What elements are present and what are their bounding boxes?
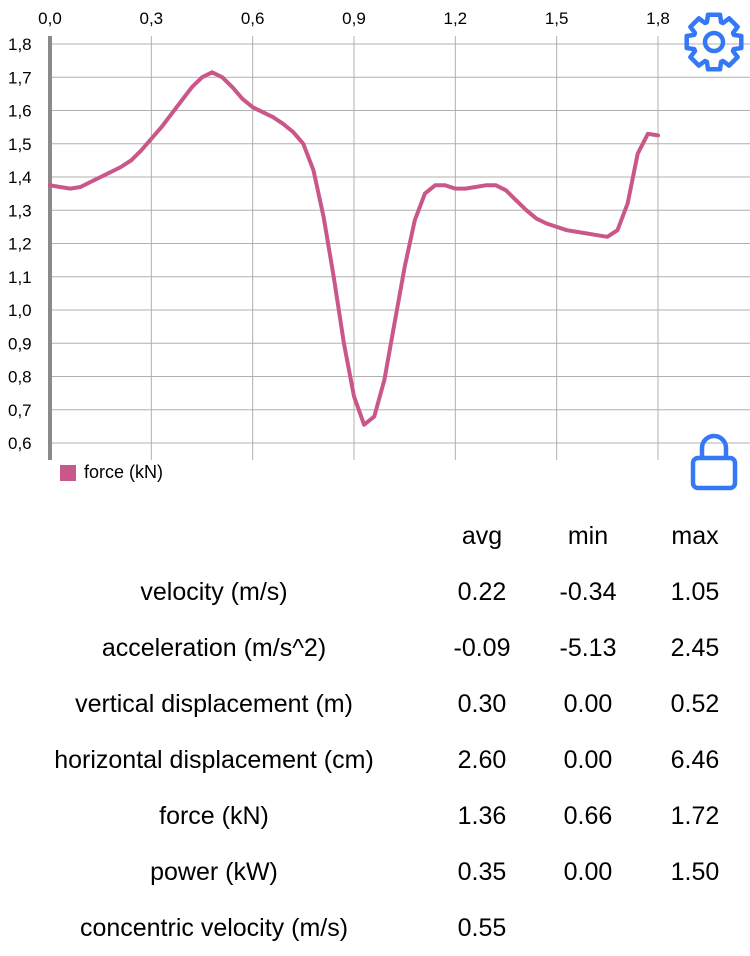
header-max: max xyxy=(671,521,719,550)
row-avg: 0.22 xyxy=(457,577,507,606)
row-label: acceleration (m/s^2) xyxy=(101,633,327,662)
row-min: -0.34 xyxy=(559,577,617,606)
table-header-row: avg min max xyxy=(0,508,750,564)
table-row: vertical displacement (m) 0.30 0.00 0.52 xyxy=(0,676,750,732)
chart-legend: force (kN) xyxy=(60,462,163,483)
x-tick-label: 0,0 xyxy=(38,9,62,28)
row-max: 2.45 xyxy=(670,633,720,662)
row-label: power (kW) xyxy=(150,857,278,886)
table-row: acceleration (m/s^2) -0.09 -5.13 2.45 xyxy=(0,620,750,676)
y-tick-label: 1,5 xyxy=(8,135,32,154)
row-label: force (kN) xyxy=(159,801,269,830)
y-tick-label: 1,7 xyxy=(8,68,32,87)
header-avg: avg xyxy=(461,521,503,550)
series-line-force xyxy=(48,70,660,427)
row-min: 0.00 xyxy=(563,745,613,774)
row-label: horizontal displacement (cm) xyxy=(54,745,374,774)
row-max: 1.05 xyxy=(670,577,720,606)
row-avg: 2.60 xyxy=(457,745,507,774)
row-avg: 1.36 xyxy=(457,801,507,830)
row-max: 1.50 xyxy=(670,857,720,886)
chart-series xyxy=(48,70,660,427)
x-axis-ticks: 0,0 0,3 0,6 0,9 1,2 1,5 1,8 xyxy=(38,9,670,28)
table-row: velocity (m/s) 0.22 -0.34 1.05 xyxy=(0,564,750,620)
table-row: force (kN) 1.36 0.66 1.72 xyxy=(0,788,750,844)
row-max: 1.72 xyxy=(670,801,720,830)
x-tick-label: 1,5 xyxy=(545,9,569,28)
header-min: min xyxy=(567,521,609,550)
row-label: vertical displacement (m) xyxy=(75,689,353,718)
chart-grid xyxy=(48,36,750,460)
statistics-table: avg min max velocity (m/s) 0.22 -0.34 1.… xyxy=(0,508,750,956)
row-avg: -0.09 xyxy=(453,633,511,662)
header-blank xyxy=(0,508,428,564)
row-max: 0.52 xyxy=(670,689,720,718)
lock-icon[interactable] xyxy=(690,428,738,492)
legend-swatch xyxy=(60,464,76,481)
row-avg: 0.55 xyxy=(457,913,507,942)
y-axis-ticks: 0,6 0,7 0,8 0,9 1,0 1,1 1,2 1,3 1,4 1,5 1,6 1,7 1,8 xyxy=(8,35,32,453)
row-min: -5.13 xyxy=(559,633,617,662)
row-min: 0.00 xyxy=(563,857,613,886)
y-tick-label: 1,8 xyxy=(8,35,32,54)
y-tick-label: 1,0 xyxy=(8,301,32,320)
y-tick-label: 1,4 xyxy=(8,168,32,187)
row-avg: 0.30 xyxy=(457,689,507,718)
row-min: 0.00 xyxy=(563,689,613,718)
y-tick-label: 0,9 xyxy=(8,334,32,353)
row-min xyxy=(536,900,640,956)
table-row: power (kW) 0.35 0.00 1.50 xyxy=(0,844,750,900)
x-tick-label: 0,3 xyxy=(140,9,164,28)
row-avg: 0.35 xyxy=(457,857,507,886)
x-tick-label: 1,2 xyxy=(444,9,468,28)
y-tick-label: 1,2 xyxy=(8,235,32,254)
y-tick-label: 0,6 xyxy=(8,434,32,453)
y-tick-label: 1,1 xyxy=(8,268,32,287)
row-label: concentric velocity (m/s) xyxy=(79,913,349,942)
legend-label: force (kN) xyxy=(84,462,164,482)
y-tick-label: 0,8 xyxy=(8,368,32,387)
row-max: 6.46 xyxy=(670,745,720,774)
y-tick-label: 1,6 xyxy=(8,102,32,121)
force-chart: 0,0 0,3 0,6 0,9 1,2 1,5 1,8 0,6 0,7 0,8 0,9 1,0 1,1… xyxy=(8,9,750,460)
x-tick-label: 0,6 xyxy=(241,9,265,28)
table-row: horizontal displacement (cm) 2.60 0.00 6… xyxy=(0,732,750,788)
row-label: velocity (m/s) xyxy=(140,577,288,606)
x-tick-label: 0,9 xyxy=(342,9,366,28)
gear-icon[interactable] xyxy=(682,10,746,74)
x-tick-label: 1,8 xyxy=(646,9,670,28)
row-max xyxy=(640,900,750,956)
y-tick-label: 1,3 xyxy=(8,201,32,220)
row-min: 0.66 xyxy=(563,801,613,830)
y-tick-label: 0,7 xyxy=(8,401,32,420)
table-row: concentric velocity (m/s) 0.55 xyxy=(0,900,750,956)
